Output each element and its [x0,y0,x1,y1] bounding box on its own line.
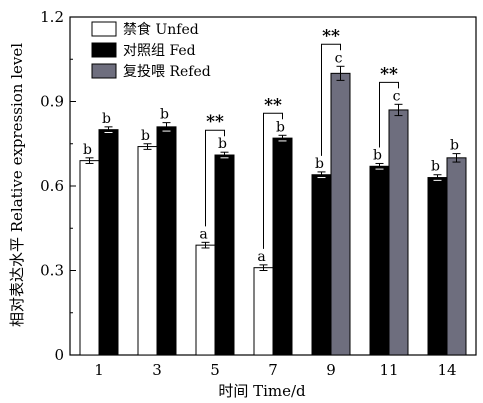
x-tick-label: 3 [152,361,162,379]
bar [446,157,467,356]
bar [330,72,351,356]
x-axis-title: 时间 Time/d [218,382,306,400]
significance-letter: b [141,128,150,144]
x-tick-label: 5 [210,361,220,379]
bar [427,177,448,356]
bar [79,160,100,356]
bar [253,267,274,356]
significance-bracket [263,112,283,249]
y-tick-label: 1.2 [40,8,64,26]
significance-letter: b [218,136,227,152]
x-tick-label: 14 [437,361,456,379]
legend-label: 复投喂 Refed [123,63,211,80]
bar [195,244,216,356]
significance-bracket [379,81,399,148]
significance-stars: ** [380,64,398,84]
legend-swatch [91,21,117,37]
significance-stars: ** [264,95,282,115]
bar [369,165,390,356]
legend-label: 对照组 Fed [123,43,196,59]
significance-letter: a [199,226,207,242]
significance-stars: ** [206,112,224,132]
significance-letter: b [431,159,440,175]
bar [98,129,119,356]
significance-letter: b [160,107,169,123]
significance-bracket [321,43,341,156]
bar [272,137,293,356]
significance-letter: b [276,119,285,135]
bar [137,146,158,356]
x-tick-label: 7 [268,361,278,379]
legend-swatch [91,42,117,58]
significance-letter: a [257,249,265,265]
y-tick-label: 0 [54,346,64,364]
bar [214,154,235,356]
y-tick-label: 0.6 [40,177,64,195]
significance-letter: b [373,147,382,163]
legend-label: 禁食 Unfed [123,21,199,38]
significance-letter: b [83,142,92,158]
bar [388,109,409,356]
significance-letter: c [335,50,343,66]
significance-letter: b [450,138,459,154]
plot-area: 00.30.60.91.2bb1bb3ab5ab7bc9bc11bb14****… [40,8,477,379]
significance-stars: ** [322,26,340,46]
legend-swatch [91,63,117,79]
significance-letter: b [315,156,324,172]
significance-bracket [205,129,225,227]
y-tick-label: 0.3 [40,262,64,280]
significance-letter: b [102,111,111,127]
y-axis-title: 相对表达水平 Relative expression level [8,43,26,327]
x-tick-label: 9 [326,361,336,379]
bar [311,174,332,356]
x-tick-label: 11 [379,361,398,379]
significance-letter: c [393,88,401,104]
bar [156,126,177,356]
y-tick-label: 0.9 [40,93,64,111]
x-tick-label: 1 [94,361,104,379]
